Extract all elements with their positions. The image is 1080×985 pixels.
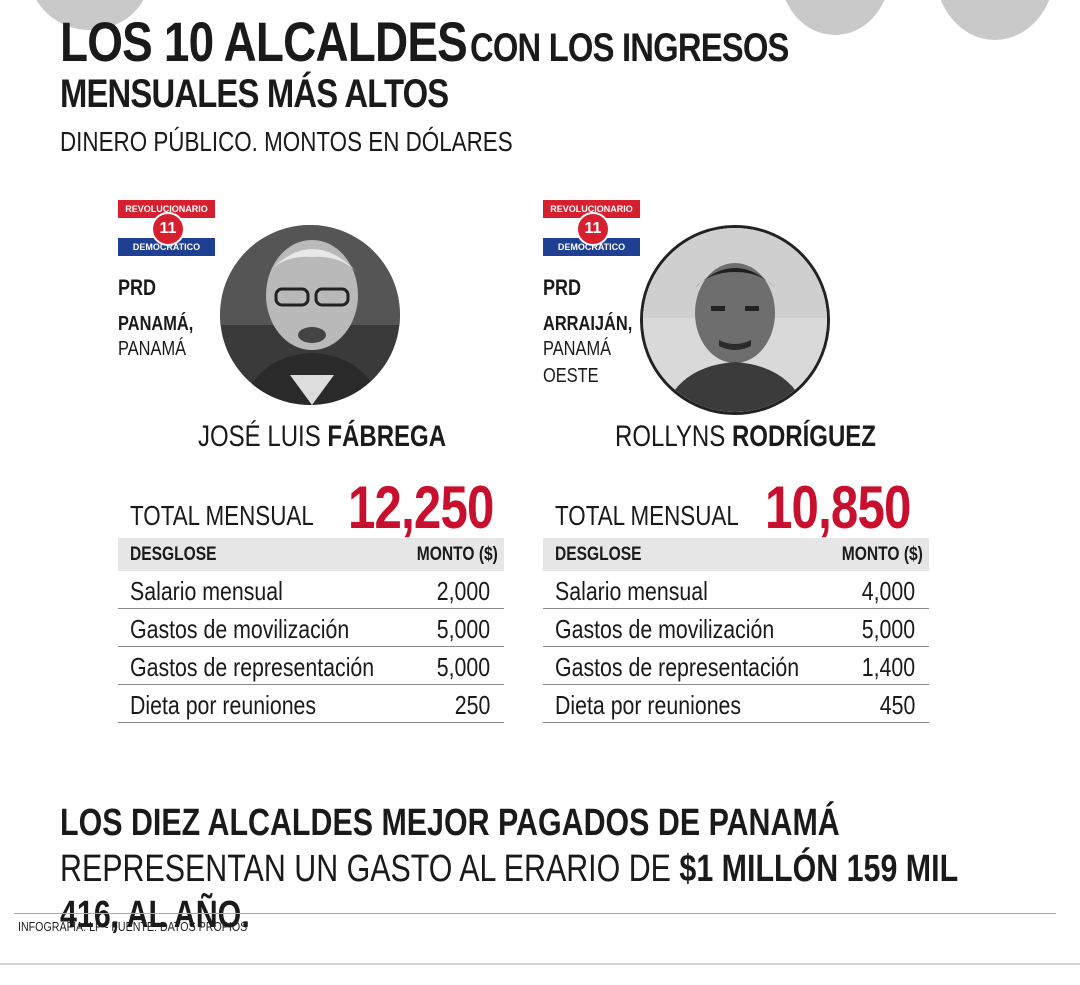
bottom-divider — [0, 963, 1080, 965]
table-row: Salario mensual 4,000 — [543, 571, 929, 609]
party-label: PRD — [543, 275, 582, 300]
table-row: Gastos de movilización 5,000 — [118, 609, 504, 647]
logo-top-text: REVOLUCIONARIO — [543, 200, 640, 218]
total-value: 12,250 — [348, 474, 494, 541]
row-amount: 450 — [879, 690, 915, 720]
page-subtitle: DINERO PÚBLICO. MONTOS EN DÓLARES — [60, 126, 513, 157]
logo-number: 11 — [576, 212, 610, 246]
region-label: PANAMÁ — [118, 338, 187, 360]
total-value: 10,850 — [765, 474, 911, 541]
title-line2: MENSUALES MÁS ALTOS — [60, 72, 449, 116]
party-label: PRD — [118, 275, 157, 300]
row-concept: Dieta por reuniones — [130, 690, 317, 720]
credit-line: INFOGRAFÍA: LP - FUENTE: DATOS PROPIOS — [18, 919, 248, 934]
bottom-note: LOS DIEZ ALCALDES MEJOR PAGADOS DE PANAM… — [60, 800, 1020, 938]
bottom-note-amount: $1 MILLÓN 159 MIL 416, AL AÑO. — [60, 848, 958, 936]
row-concept: Salario mensual — [130, 576, 283, 606]
prd-logo: REVOLUCIONARIO DEMOCRATICO 11 — [118, 200, 215, 256]
logo-bottom-text: DEMOCRATICO — [543, 238, 640, 256]
row-concept: Dieta por reuniones — [555, 690, 742, 720]
mayor-first-name: JOSÉ LUIS — [198, 420, 321, 453]
city-label: PANAMÁ, — [118, 313, 194, 335]
row-concept: Gastos de representación — [555, 652, 800, 682]
region-label: PANAMÁ — [543, 338, 612, 360]
title-big: LOS 10 ALCALDES — [60, 10, 468, 73]
logo-number: 11 — [151, 212, 185, 246]
table-row: Gastos de representación 5,000 — [118, 647, 504, 685]
mayor-first-name: ROLLYNS — [615, 420, 726, 453]
header-amount: MONTO ($) — [841, 544, 923, 565]
row-concept: Gastos de representación — [130, 652, 375, 682]
footer-divider — [14, 913, 1056, 914]
prd-logo: REVOLUCIONARIO DEMOCRATICO 11 — [543, 200, 640, 256]
table-row: Dieta por reuniones 250 — [118, 685, 504, 723]
bottom-note-regular: REPRESENTAN UN GASTO AL ERARIO DE — [60, 848, 671, 890]
header-concept: DESGLOSE — [555, 544, 642, 565]
portrait-icon — [220, 225, 400, 405]
row-amount: 5,000 — [436, 652, 490, 682]
row-amount: 5,000 — [436, 614, 490, 644]
row-concept: Gastos de movilización — [555, 614, 775, 644]
mayor-last-name: FÁBREGA — [327, 420, 447, 453]
breakdown-table: DESGLOSE MONTO ($) Salario mensual 4,000 … — [543, 538, 929, 723]
bottom-note-bold: LOS DIEZ ALCALDES MEJOR PAGADOS DE PANAM… — [60, 802, 840, 844]
total-label: TOTAL MENSUAL — [130, 500, 314, 531]
row-amount: 1,400 — [861, 652, 915, 682]
mayor-card-rodriguez: REVOLUCIONARIO DEMOCRATICO 11 PRD ARRAIJ… — [543, 195, 943, 735]
logo-top-text: REVOLUCIONARIO — [118, 200, 215, 218]
title-rest: CON LOS INGRESOS — [469, 26, 789, 70]
mayor-name: ROLLYNS RODRÍGUEZ — [615, 420, 876, 454]
row-amount: 4,000 — [861, 576, 915, 606]
row-concept: Gastos de movilización — [130, 614, 350, 644]
page-title: LOS 10 ALCALDES CON LOS INGRESOS MENSUAL… — [60, 10, 960, 116]
mayor-card-fabrega: REVOLUCIONARIO DEMOCRATICO 11 PRD PANAMÁ… — [118, 195, 518, 735]
table-header: DESGLOSE MONTO ($) — [118, 538, 504, 571]
mayor-photo-fabrega — [220, 225, 400, 405]
table-row: Salario mensual 2,000 — [118, 571, 504, 609]
mayor-name: JOSÉ LUIS FÁBREGA — [198, 420, 446, 454]
header-amount: MONTO ($) — [416, 544, 498, 565]
region-label: OESTE — [543, 365, 599, 387]
table-row: Dieta por reuniones 450 — [543, 685, 929, 723]
table-row: Gastos de representación 1,400 — [543, 647, 929, 685]
row-amount: 250 — [454, 690, 490, 720]
table-header: DESGLOSE MONTO ($) — [543, 538, 929, 571]
row-concept: Salario mensual — [555, 576, 708, 606]
city-label: ARRAIJÁN, — [543, 313, 633, 335]
total-label: TOTAL MENSUAL — [555, 500, 739, 531]
table-row: Gastos de movilización 5,000 — [543, 609, 929, 647]
row-amount: 2,000 — [436, 576, 490, 606]
breakdown-table: DESGLOSE MONTO ($) Salario mensual 2,000 … — [118, 538, 504, 723]
header-concept: DESGLOSE — [130, 544, 217, 565]
logo-bottom-text: DEMOCRATICO — [118, 238, 215, 256]
portrait-icon — [643, 228, 827, 412]
row-amount: 5,000 — [861, 614, 915, 644]
mayor-photo-rodriguez — [640, 225, 830, 415]
mayor-last-name: RODRÍGUEZ — [731, 420, 876, 453]
